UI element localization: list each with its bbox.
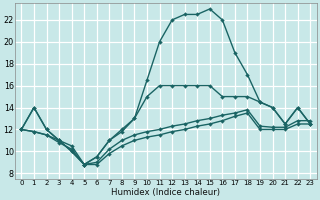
X-axis label: Humidex (Indice chaleur): Humidex (Indice chaleur)	[111, 188, 220, 197]
